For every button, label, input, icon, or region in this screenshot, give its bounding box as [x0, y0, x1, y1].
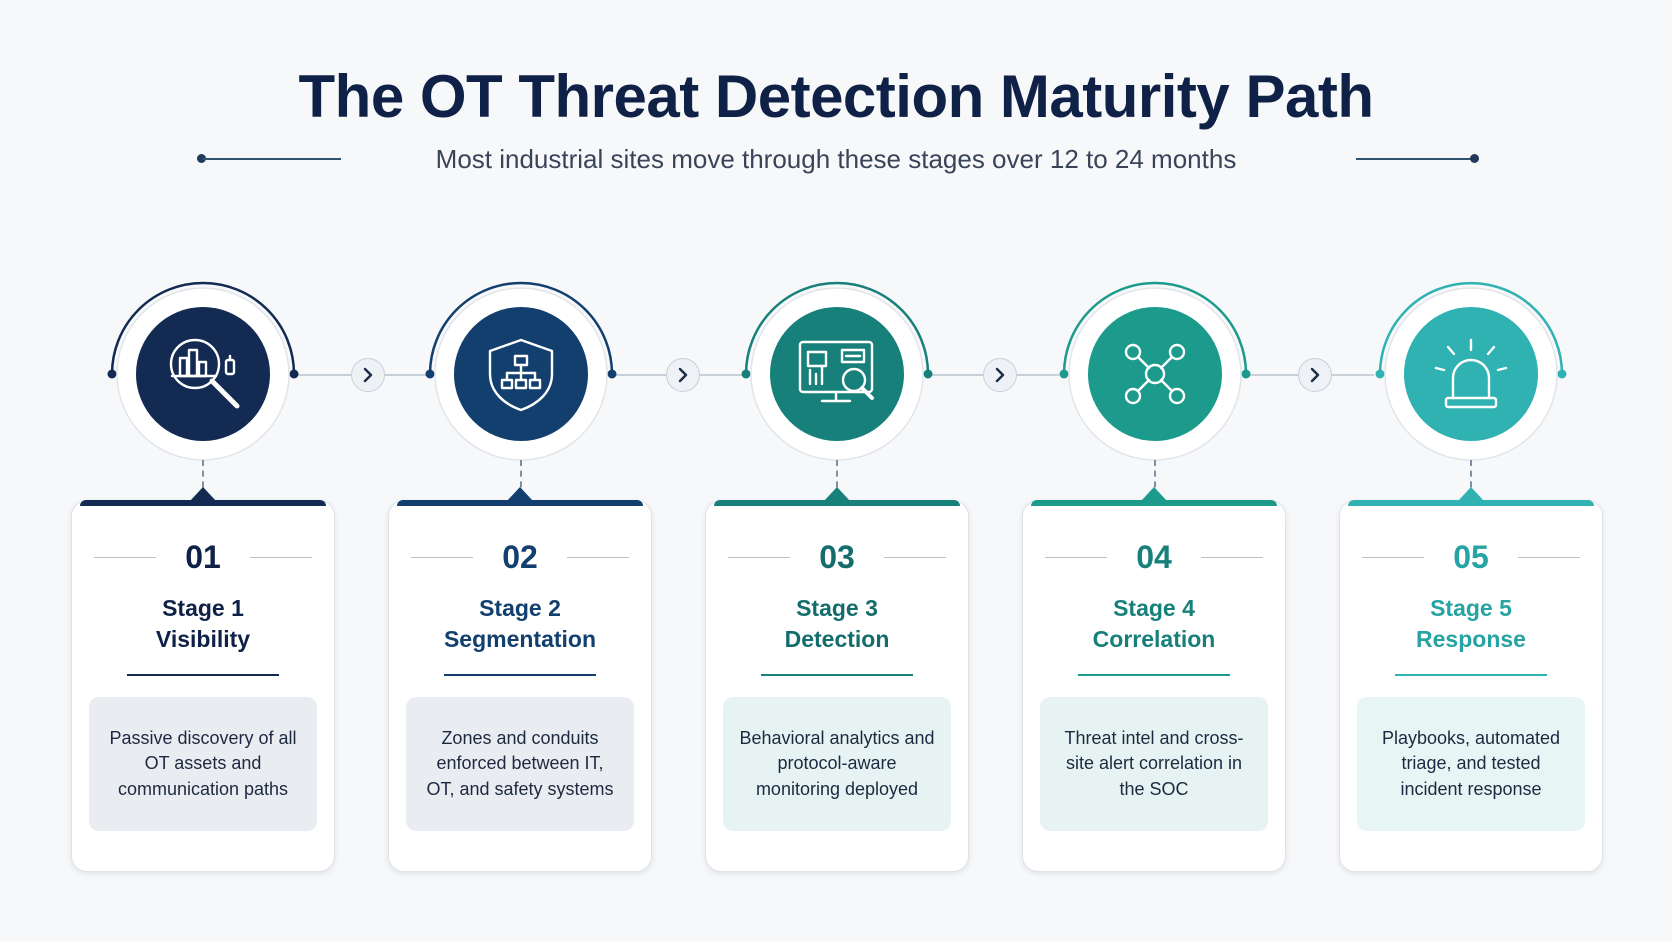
stage-card-5: 05 Stage 5 Response Playbooks, automated… — [1339, 487, 1603, 872]
card-accent-bar — [1031, 500, 1277, 506]
stage-name: Correlation — [1092, 626, 1216, 652]
asset-discovery-magnifier-icon — [169, 338, 240, 409]
stage-3-dash-connector — [836, 460, 838, 498]
title-underline — [761, 674, 913, 676]
card-accent-bar — [1348, 500, 1594, 506]
stage-title: Stage 5 Response — [1340, 593, 1602, 655]
arrow-connector-2 — [666, 358, 700, 392]
stage-title: Stage 3 Detection — [706, 593, 968, 655]
stage-title: Stage 1 Visibility — [72, 593, 334, 655]
stage-card-4: 04 Stage 4 Correlation Threat intel and … — [1022, 487, 1286, 872]
stage-label: Stage 5 — [1430, 595, 1512, 621]
stage-5-dash-connector — [1470, 460, 1472, 498]
title-underline — [1395, 674, 1547, 676]
stage-number-row: 02 — [389, 537, 651, 577]
stage-2-dash-connector — [520, 460, 522, 498]
stage-label: Stage 4 — [1113, 595, 1195, 621]
shield-network-icon — [488, 338, 554, 412]
title-underline — [1078, 674, 1230, 676]
stage-card-3: 03 Stage 3 Detection Behavioral analytic… — [705, 487, 969, 872]
stage-number: 05 — [1453, 539, 1489, 575]
number-rule-right — [884, 557, 946, 558]
number-rule-left — [1362, 557, 1424, 558]
stage-number: 04 — [1136, 539, 1172, 575]
card-notch — [190, 487, 216, 501]
stage-4-dash-connector — [1154, 460, 1156, 498]
number-rule-right — [1201, 557, 1263, 558]
stage-number-row: 05 — [1340, 537, 1602, 577]
number-rule-right — [567, 557, 629, 558]
stage-1-dash-connector — [202, 460, 204, 498]
card-notch — [1141, 487, 1167, 501]
stage-label: Stage 1 — [162, 595, 244, 621]
card-accent-bar — [80, 500, 326, 506]
stage-number: 01 — [185, 539, 221, 575]
stage-4-circle — [1059, 281, 1251, 461]
number-rule-left — [728, 557, 790, 558]
subtitle-row: Most industrial sites move through these… — [0, 140, 1672, 180]
page-subtitle: Most industrial sites move through these… — [435, 144, 1237, 174]
stage-description: Behavioral analytics and protocol-aware … — [723, 697, 951, 831]
stage-card-1: 01 Stage 1 Visibility Passive discovery … — [71, 487, 335, 872]
number-rule-left — [1045, 557, 1107, 558]
chevron-right-icon — [995, 367, 1005, 383]
left-deco-dot — [197, 154, 206, 163]
stage-description: Passive discovery of all OT assets and c… — [89, 697, 317, 831]
number-rule-left — [411, 557, 473, 558]
title-underline — [127, 674, 279, 676]
stage-title: Stage 4 Correlation — [1023, 593, 1285, 655]
alarm-siren-icon — [1434, 338, 1508, 409]
stage-5-circle — [1375, 281, 1567, 461]
stage-number-row: 03 — [706, 537, 968, 577]
left-deco-line — [203, 158, 341, 160]
page-title: The OT Threat Detection Maturity Path — [298, 63, 1374, 130]
stage-name: Response — [1416, 626, 1526, 652]
stage-card-2: 02 Stage 2 Segmentation Zones and condui… — [388, 487, 652, 872]
stage-description: Threat intel and cross-site alert correl… — [1040, 697, 1268, 831]
stage-1-circle — [107, 281, 299, 461]
number-rule-left — [94, 557, 156, 558]
stage-3-circle — [741, 281, 933, 461]
arrow-connector-3 — [983, 358, 1017, 392]
card-notch — [824, 487, 850, 501]
stage-number-row: 04 — [1023, 537, 1285, 577]
stage-number: 02 — [502, 539, 538, 575]
chevron-right-icon — [1310, 367, 1320, 383]
stage-number-row: 01 — [72, 537, 334, 577]
right-deco-dot — [1470, 154, 1479, 163]
monitor-analytics-icon — [798, 340, 874, 403]
right-deco-line — [1356, 158, 1474, 160]
chevron-right-icon — [363, 367, 373, 383]
arrow-connector-1 — [351, 358, 385, 392]
stage-description: Zones and conduits enforced between IT, … — [406, 697, 634, 831]
stage-number: 03 — [819, 539, 855, 575]
stage-name: Segmentation — [443, 626, 597, 652]
arrow-connector-4 — [1298, 358, 1332, 392]
stage-name: Visibility — [155, 626, 251, 652]
chevron-right-icon — [678, 367, 688, 383]
title-underline — [444, 674, 596, 676]
number-rule-right — [250, 557, 312, 558]
number-rule-right — [1518, 557, 1580, 558]
card-accent-bar — [714, 500, 960, 506]
card-accent-bar — [397, 500, 643, 506]
card-notch — [1458, 487, 1484, 501]
stage-label: Stage 2 — [479, 595, 561, 621]
card-notch — [507, 487, 533, 501]
stage-label: Stage 3 — [796, 595, 878, 621]
stage-description: Playbooks, automated triage, and tested … — [1357, 697, 1585, 831]
stage-title: Stage 2 Segmentation — [389, 593, 651, 655]
network-nodes-icon — [1124, 343, 1186, 405]
stage-name: Detection — [784, 626, 890, 652]
